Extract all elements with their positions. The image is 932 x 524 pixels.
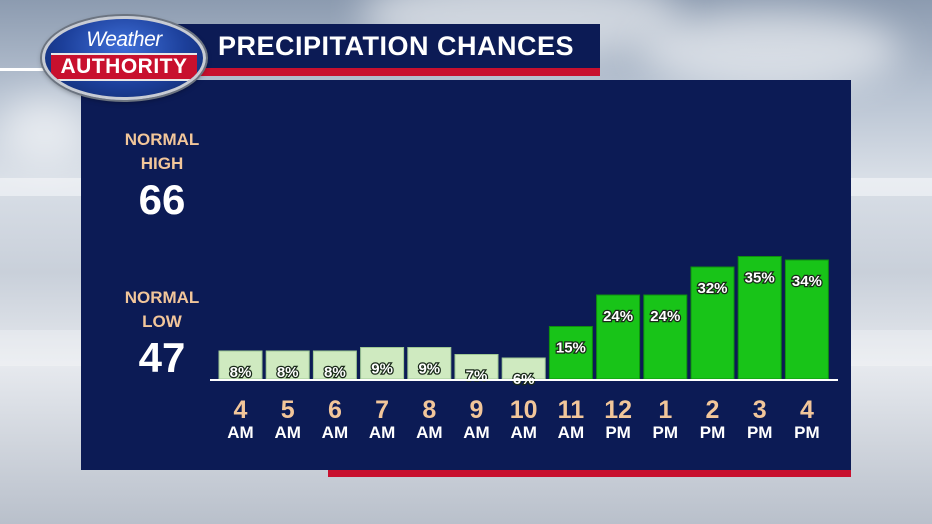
weather-authority-logo: Weather AUTHORITY [42, 16, 206, 100]
normal-low-value: 47 [138, 334, 186, 381]
panel-red-stripe [328, 470, 851, 477]
normal-high-value: 66 [138, 176, 186, 223]
bar [218, 350, 263, 380]
x-tick-hour-label: 10 [510, 396, 538, 424]
bar [596, 294, 641, 380]
x-tick-hour-label: 12 [604, 396, 632, 424]
normal-low-label-1: NORMAL [124, 288, 200, 307]
x-tick-hour-label: 9 [470, 396, 484, 424]
bar-value-label: 8% [277, 364, 299, 381]
x-tick-hour-label: 8 [422, 396, 436, 424]
x-tick-hour-label: 4 [800, 396, 814, 424]
x-tick-period-label: AM [510, 423, 536, 442]
bar-value-label: 15% [556, 340, 586, 357]
page-title: PRECIPITATION CHANCES [218, 31, 575, 61]
x-tick-hour-label: 2 [706, 396, 720, 424]
background-cloud [640, 10, 900, 90]
x-tick-period-label: AM [369, 423, 395, 442]
x-tick-hour-label: 3 [753, 396, 767, 424]
background-cloud [0, 95, 90, 165]
bar-value-label: 9% [371, 361, 393, 378]
x-tick-period-label: PM [794, 423, 820, 442]
logo-text-authority: AUTHORITY [51, 53, 197, 81]
bar-value-label: 35% [745, 270, 775, 287]
x-tick-period-label: AM [322, 423, 348, 442]
bar-value-label: 32% [697, 280, 727, 297]
x-tick-period-label: AM [463, 423, 489, 442]
bar-value-label: 34% [792, 273, 822, 290]
x-tick-hour-label: 4 [234, 396, 248, 424]
x-tick-hour-label: 11 [558, 396, 585, 424]
x-tick-period-label: AM [416, 423, 442, 442]
bar [312, 350, 357, 380]
bar [407, 347, 452, 380]
bar [690, 266, 735, 380]
bar-value-label: 24% [603, 308, 633, 325]
bar-value-label: 8% [324, 364, 346, 381]
bar-value-label: 24% [650, 308, 680, 325]
x-tick-hour-label: 1 [658, 396, 672, 424]
x-tick-period-label: PM [747, 423, 773, 442]
bar-value-label: 7% [466, 368, 488, 385]
x-tick-hour-label: 6 [328, 396, 342, 424]
bar [737, 256, 782, 380]
title-bar: PRECIPITATION CHANCES [150, 24, 600, 68]
bar [265, 350, 310, 380]
bar-value-label: 8% [230, 364, 252, 381]
logo-text-weather: Weather [86, 28, 162, 51]
bar [548, 326, 593, 380]
bar [784, 259, 829, 380]
x-tick-period-label: AM [558, 423, 584, 442]
normal-high-label-2: HIGH [140, 154, 184, 173]
x-tick-period-label: PM [653, 423, 679, 442]
x-tick-period-label: PM [700, 423, 726, 442]
bar [360, 347, 405, 380]
bar-value-label: 9% [418, 361, 440, 378]
x-tick-period-label: PM [605, 423, 631, 442]
normal-low-label-2: LOW [142, 312, 182, 331]
x-tick-hour-label: 5 [281, 396, 295, 424]
normal-high-label-1: NORMAL [124, 130, 200, 149]
x-tick-period-label: AM [274, 423, 300, 442]
x-tick-hour-label: 7 [375, 396, 389, 424]
x-tick-period-label: AM [227, 423, 253, 442]
normal-low-block: NORMAL LOW 47 [100, 286, 224, 382]
title-red-stripe [150, 68, 600, 76]
normal-high-block: NORMAL HIGH 66 [100, 128, 224, 224]
